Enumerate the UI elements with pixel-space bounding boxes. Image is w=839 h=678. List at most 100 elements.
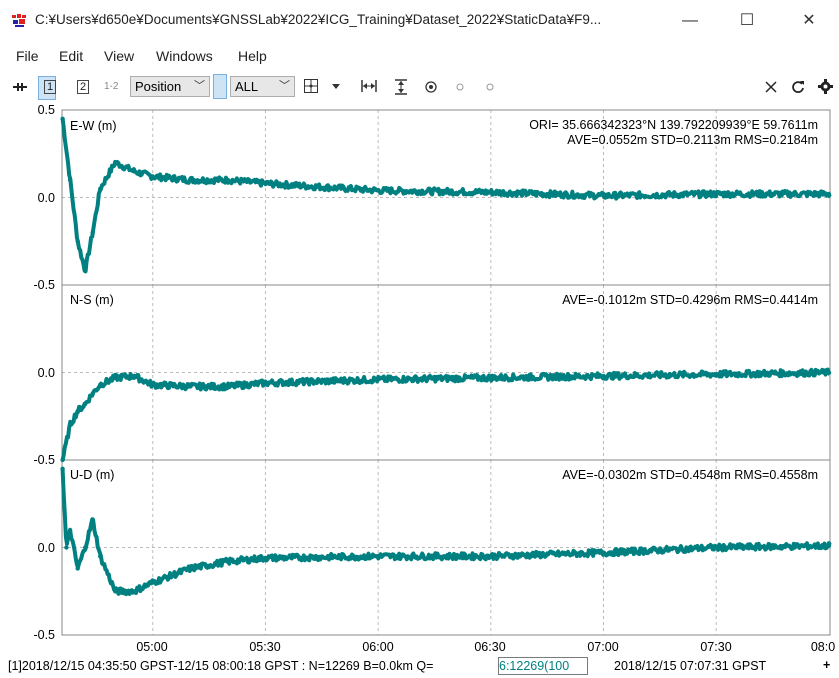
plot12-button[interactable]: 1-2 (104, 81, 119, 92)
panel-label-ns: N-S (m) (70, 293, 114, 307)
ytick-label: 0.0 (38, 191, 55, 205)
data-point (188, 384, 193, 389)
data-point (98, 186, 103, 191)
series-line-ns (60, 367, 832, 461)
data-point (263, 380, 268, 386)
ytick-label: 0.5 (38, 104, 55, 117)
crosshair-icon[interactable] (304, 79, 318, 93)
dot-icon[interactable] (486, 83, 494, 91)
xtick-label: 07:00 (587, 640, 618, 654)
data-point (263, 555, 268, 561)
fit-horizontal-icon[interactable] (361, 80, 377, 92)
ytick-label: -0.5 (33, 453, 55, 467)
data-point (826, 191, 832, 197)
chevron-down-icon: ﹀ (194, 80, 205, 92)
dot-icon[interactable] (456, 83, 464, 91)
data-point (714, 191, 719, 197)
data-point (75, 408, 80, 414)
app-icon (11, 13, 28, 28)
menu-windows[interactable]: Windows (156, 48, 213, 64)
position-plot[interactable]: E-W (m) ORI= 35.666342323°N 139.79220993… (0, 104, 839, 656)
plot-grid (62, 110, 830, 635)
data-point (150, 174, 155, 179)
data-point (131, 373, 137, 379)
xtick-label: 05:30 (249, 640, 280, 654)
minimize-button[interactable]: — (682, 12, 698, 29)
data-point (98, 382, 103, 387)
data-point (90, 230, 95, 235)
data-point (375, 554, 381, 559)
toggle-button[interactable] (213, 74, 227, 99)
data-point (98, 554, 103, 559)
series-line-ud (60, 469, 832, 597)
stats-ud: AVE=-0.0302m STD=0.4548m RMS=0.4558m (562, 468, 818, 482)
ytick-label: -0.5 (33, 628, 55, 642)
title-bar: C:¥Users¥d650e¥Documents¥GNSSLab¥2022¥IC… (0, 0, 839, 40)
settings-icon[interactable] (818, 79, 833, 94)
data-point (67, 422, 73, 428)
data-point (263, 181, 268, 186)
plot-series (60, 116, 832, 597)
menu-bar: File Edit View Windows Help (0, 44, 839, 68)
xtick-label: 07:30 (700, 640, 731, 654)
center-icon[interactable] (425, 81, 437, 93)
quality-field[interactable]: 6:12269(100 (498, 657, 588, 675)
data-point (225, 384, 231, 389)
data-point (83, 545, 88, 550)
menu-view[interactable]: View (104, 48, 135, 64)
menu-file[interactable]: File (16, 48, 39, 64)
data-point (188, 566, 193, 571)
data-point (113, 589, 118, 594)
chevron-down-icon: ﹀ (279, 80, 290, 92)
data-point (488, 190, 493, 195)
xtick-label: 06:30 (474, 640, 505, 654)
data-point (601, 550, 606, 555)
satellite-filter-select[interactable]: ALL ﹀ (230, 76, 295, 97)
ytick-label: 0.0 (38, 541, 55, 555)
xtick-label: 08:0 (811, 640, 835, 654)
data-point (75, 239, 80, 244)
data-point (83, 401, 88, 407)
window-title: C:¥Users¥d650e¥Documents¥GNSSLab¥2022¥IC… (35, 12, 602, 27)
cursor-time: 2018/12/15 07:07:31 GPST (614, 659, 767, 673)
status-bar: [1]2018/12/15 04:35:50 GPST-12/15 08:00:… (0, 656, 839, 678)
data-point (113, 160, 118, 165)
plus-icon: + (823, 658, 831, 672)
data-point (714, 372, 719, 377)
plot-type-select[interactable]: Position ﹀ (130, 76, 210, 97)
data-point (188, 177, 193, 183)
data-point (601, 193, 606, 198)
ytick-label: -0.5 (33, 278, 55, 292)
stats-ew: AVE=0.0552m STD=0.2113m RMS=0.2184m (567, 133, 818, 147)
stats-ns: AVE=-0.1012m STD=0.4296m RMS=0.4414m (562, 293, 818, 307)
pan-left-icon[interactable] (13, 82, 27, 92)
xtick-label: 05:00 (136, 640, 167, 654)
dropdown-arrow-icon[interactable] (332, 84, 340, 89)
maximize-button[interactable]: ☐ (739, 12, 755, 29)
panel-label-ew: E-W (m) (70, 119, 117, 133)
data-point (131, 589, 137, 594)
plot-type-value: Position (135, 79, 182, 94)
data-point (67, 527, 73, 533)
data-point (375, 188, 381, 193)
data-point (225, 177, 231, 183)
data-point (714, 545, 719, 550)
data-point (113, 375, 118, 380)
data-point (225, 559, 231, 564)
data-point (488, 554, 493, 559)
satellite-filter-value: ALL (235, 79, 259, 94)
fit-vertical-icon[interactable] (395, 79, 407, 95)
data-point (826, 543, 832, 548)
xtick-label: 06:00 (362, 640, 393, 654)
data-point (90, 391, 95, 396)
panel-label-ud: U-D (m) (70, 468, 114, 482)
data-point (601, 373, 606, 379)
refresh-icon[interactable] (791, 80, 805, 94)
menu-edit[interactable]: Edit (59, 48, 84, 64)
close-icon[interactable] (765, 81, 777, 93)
origin-text: ORI= 35.666342323°N 139.792209939°E 59.7… (529, 118, 818, 132)
plot2-button[interactable]: 2 (77, 80, 90, 94)
close-button[interactable]: ✕ (802, 12, 816, 29)
plot1-button[interactable]: 1 (44, 80, 57, 94)
menu-help[interactable]: Help (238, 48, 267, 64)
